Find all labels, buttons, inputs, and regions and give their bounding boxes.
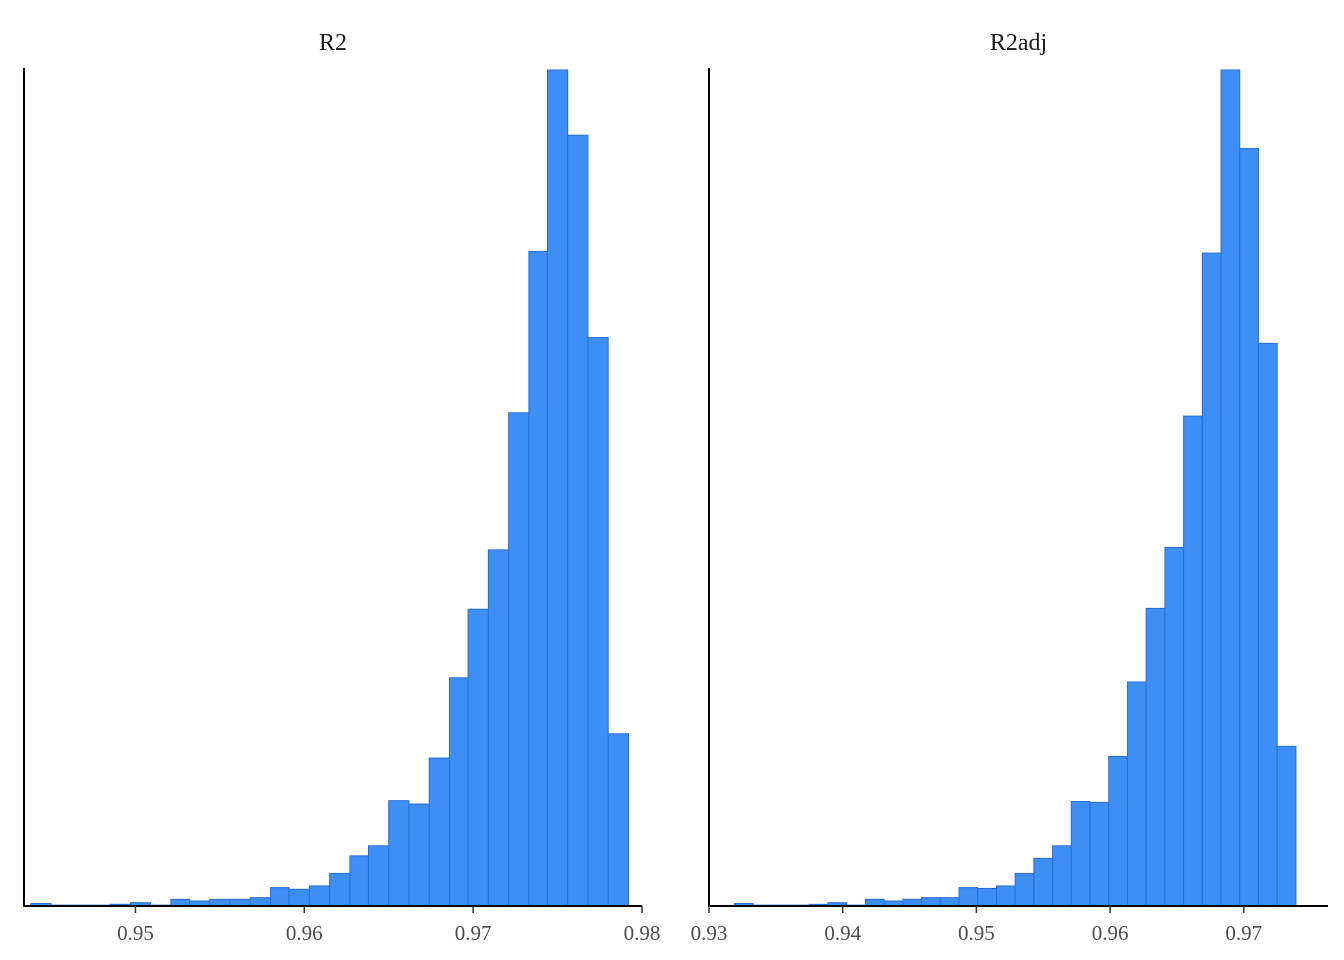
histogram-bar [921,897,941,907]
histogram-bar [209,898,231,907]
histogram-bar [995,885,1016,907]
histogram-bar [1220,69,1241,907]
histogram-bar [1052,845,1072,907]
panel-title: R2adj [990,30,1047,56]
histogram-bar [170,898,190,907]
histogram-bar [958,887,979,907]
histogram-bar [546,69,569,907]
histogram-bar [1201,252,1222,907]
x-tick-label: 0.98 [624,921,661,945]
histogram-bar [939,897,960,907]
histogram-bar [1014,872,1035,907]
x-tick-label: 0.96 [286,921,323,945]
histogram-bar [1126,681,1147,907]
panel-title: R2 [319,30,347,56]
histogram-bar [408,803,430,907]
histogram-bar [1108,755,1128,907]
histogram-bar [528,250,548,907]
histogram-bar [1276,745,1297,907]
histogram-bar [1164,546,1185,907]
histogram-bar [587,337,609,907]
panel-1: R2 0.95 0.96 0.97 0.98 [23,30,660,945]
histogram-bar [270,887,290,907]
histogram-bar [1145,607,1166,907]
histogram-bar [329,872,351,907]
histogram-bar [864,898,885,907]
histogram-bar [249,897,272,907]
histogram-bar [1257,342,1278,907]
histogram-bar [1183,415,1203,907]
histogram-bar [1070,801,1091,907]
histogram-bar [567,134,589,907]
histogram-bar [902,898,923,907]
histogram-bar [388,800,410,907]
x-tick-label: 0.95 [958,921,995,945]
histogram-bar [449,677,469,907]
x-tick-label: 0.93 [691,921,728,945]
histogram-bar [349,855,369,907]
histogram-bar [229,898,251,907]
x-tick-label: 0.97 [455,921,492,945]
histogram-bar [1239,148,1259,907]
histogram-bar [367,845,390,907]
histogram-bar [977,887,997,907]
panel-2: R2adj 0.93 0.94 0.95 0.96 0.97 [691,30,1328,945]
histogram-bar [308,885,331,907]
histogram-bar [1033,857,1054,907]
x-tick-label: 0.94 [824,921,861,945]
histogram-bar [487,549,510,907]
histogram-bar [467,608,489,907]
x-tick-label: 0.96 [1092,921,1129,945]
histogram-bar [288,888,310,907]
histogram-bar [428,757,451,907]
x-tick-label: 0.95 [117,921,154,945]
histogram-bar [508,412,530,907]
histogram-bar [1089,801,1110,907]
x-tick-label: 0.97 [1225,921,1262,945]
histogram-bar [607,733,629,907]
